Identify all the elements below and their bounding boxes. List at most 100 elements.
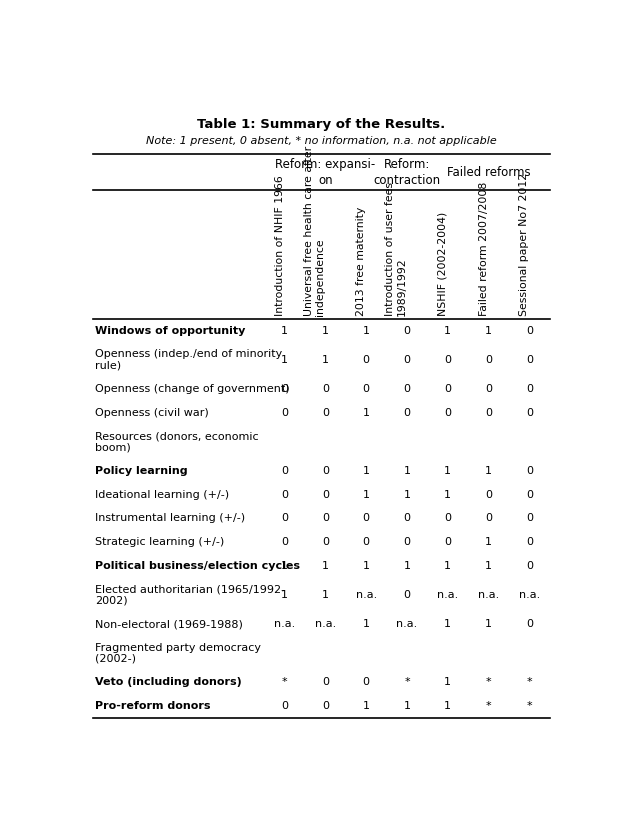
Text: 1: 1: [362, 326, 370, 336]
Text: 0: 0: [322, 466, 329, 476]
Text: Instrumental learning (+/-): Instrumental learning (+/-): [95, 513, 246, 524]
Text: 1: 1: [362, 489, 370, 500]
Text: Universal free health care after
independence: Universal free health care after indepen…: [304, 145, 325, 316]
Text: Reform: expansi-
on: Reform: expansi- on: [275, 158, 376, 186]
Text: 1: 1: [322, 326, 329, 336]
Text: n.a.: n.a.: [478, 590, 499, 600]
Text: *: *: [282, 677, 287, 687]
Text: 0: 0: [404, 355, 411, 365]
Text: *: *: [404, 677, 410, 687]
Text: 1: 1: [445, 489, 451, 500]
Text: *: *: [527, 701, 532, 711]
Text: Openness (change of government): Openness (change of government): [95, 384, 290, 394]
Text: 0: 0: [281, 513, 288, 524]
Text: n.a.: n.a.: [274, 619, 295, 629]
Text: Strategic learning (+/-): Strategic learning (+/-): [95, 537, 224, 548]
Text: 0: 0: [322, 408, 329, 418]
Text: 0: 0: [485, 355, 492, 365]
Text: 0: 0: [485, 489, 492, 500]
Text: 0: 0: [404, 537, 411, 548]
Text: 1: 1: [362, 408, 370, 418]
Text: 1: 1: [281, 561, 288, 571]
Text: 1: 1: [404, 701, 411, 711]
Text: 0: 0: [362, 384, 370, 394]
Text: 0: 0: [445, 355, 451, 365]
Text: 0: 0: [281, 537, 288, 548]
Text: 0: 0: [526, 537, 533, 548]
Text: 0: 0: [322, 513, 329, 524]
Text: Policy learning: Policy learning: [95, 466, 188, 476]
Text: n.a.: n.a.: [315, 619, 336, 629]
Text: 0: 0: [281, 466, 288, 476]
Text: 2013 free maternity: 2013 free maternity: [356, 207, 366, 316]
Text: Pro-reform donors: Pro-reform donors: [95, 701, 211, 711]
Text: 0: 0: [526, 619, 533, 629]
Text: 0: 0: [362, 513, 370, 524]
Text: 1: 1: [281, 326, 288, 336]
Text: 0: 0: [526, 561, 533, 571]
Text: 1: 1: [404, 561, 411, 571]
Text: 0: 0: [362, 355, 370, 365]
Text: 0: 0: [404, 590, 411, 600]
Text: 0: 0: [404, 326, 411, 336]
Text: *: *: [486, 677, 492, 687]
Text: 1: 1: [485, 466, 492, 476]
Text: 0: 0: [362, 537, 370, 548]
Text: 0: 0: [526, 326, 533, 336]
Text: Non-electoral (1969-1988): Non-electoral (1969-1988): [95, 619, 243, 629]
Text: Resources (donors, economic
boom): Resources (donors, economic boom): [95, 431, 259, 452]
Text: 0: 0: [485, 384, 492, 394]
Text: Openness (indep./end of minority
rule): Openness (indep./end of minority rule): [95, 350, 283, 370]
Text: 1: 1: [362, 561, 370, 571]
Text: 1: 1: [362, 466, 370, 476]
Text: 0: 0: [281, 384, 288, 394]
Text: 0: 0: [526, 466, 533, 476]
Text: 0: 0: [445, 408, 451, 418]
Text: n.a.: n.a.: [519, 590, 540, 600]
Text: 1: 1: [322, 355, 329, 365]
Text: Openness (civil war): Openness (civil war): [95, 408, 209, 418]
Text: 1: 1: [362, 619, 370, 629]
Text: 0: 0: [404, 513, 411, 524]
Text: Fragmented party democracy
(2002-): Fragmented party democracy (2002-): [95, 643, 261, 664]
Text: Elected authoritarian (1965/1992-
2002): Elected authoritarian (1965/1992- 2002): [95, 585, 285, 606]
Text: 1: 1: [362, 701, 370, 711]
Text: 0: 0: [526, 513, 533, 524]
Text: 0: 0: [322, 537, 329, 548]
Text: 1: 1: [445, 677, 451, 687]
Text: Reform:
contraction: Reform: contraction: [374, 158, 441, 186]
Text: 0: 0: [322, 489, 329, 500]
Text: n.a.: n.a.: [356, 590, 377, 600]
Text: 0: 0: [445, 513, 451, 524]
Text: 1: 1: [445, 701, 451, 711]
Text: 0: 0: [445, 384, 451, 394]
Text: 0: 0: [445, 537, 451, 548]
Text: Veto (including donors): Veto (including donors): [95, 677, 242, 687]
Text: n.a.: n.a.: [437, 590, 458, 600]
Text: 0: 0: [485, 408, 492, 418]
Text: 1: 1: [322, 561, 329, 571]
Text: 1: 1: [404, 466, 411, 476]
Text: Introduction of NHIF 1966: Introduction of NHIF 1966: [275, 175, 285, 316]
Text: 1: 1: [445, 619, 451, 629]
Text: 0: 0: [281, 489, 288, 500]
Text: Windows of opportunity: Windows of opportunity: [95, 326, 246, 336]
Text: 0: 0: [322, 701, 329, 711]
Text: Introduction of user fees
1989/1992: Introduction of user fees 1989/1992: [386, 181, 407, 316]
Text: 1: 1: [322, 590, 329, 600]
Text: Sessional paper No7 2012: Sessional paper No7 2012: [519, 172, 529, 316]
Text: *: *: [486, 701, 492, 711]
Text: 1: 1: [281, 590, 288, 600]
Text: Failed reforms: Failed reforms: [446, 166, 530, 179]
Text: 1: 1: [485, 326, 492, 336]
Text: 1: 1: [445, 466, 451, 476]
Text: 1: 1: [404, 489, 411, 500]
Text: NSHIF (2002-2004): NSHIF (2002-2004): [438, 212, 448, 316]
Text: 1: 1: [445, 326, 451, 336]
Text: n.a.: n.a.: [396, 619, 418, 629]
Text: 1: 1: [281, 355, 288, 365]
Text: 0: 0: [526, 355, 533, 365]
Text: 1: 1: [485, 619, 492, 629]
Text: 1: 1: [485, 561, 492, 571]
Text: *: *: [527, 677, 532, 687]
